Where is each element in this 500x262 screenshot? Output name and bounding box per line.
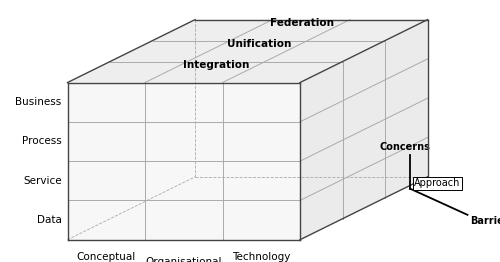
Text: Process: Process: [22, 137, 62, 146]
Text: Technology: Technology: [232, 252, 290, 261]
Text: Conceptual: Conceptual: [76, 252, 136, 261]
Text: Business: Business: [16, 97, 62, 107]
Text: Data: Data: [36, 215, 62, 225]
Text: Concerns: Concerns: [380, 143, 430, 152]
Polygon shape: [300, 20, 428, 240]
Text: Barriers: Barriers: [470, 216, 500, 226]
Polygon shape: [68, 20, 428, 83]
Polygon shape: [68, 83, 300, 240]
Text: Approach: Approach: [414, 178, 461, 188]
Text: Service: Service: [23, 176, 62, 186]
Text: Unification: Unification: [227, 39, 292, 49]
Text: Integration: Integration: [184, 60, 250, 70]
Text: Organisational: Organisational: [146, 257, 222, 262]
Text: Federation: Federation: [270, 18, 334, 28]
